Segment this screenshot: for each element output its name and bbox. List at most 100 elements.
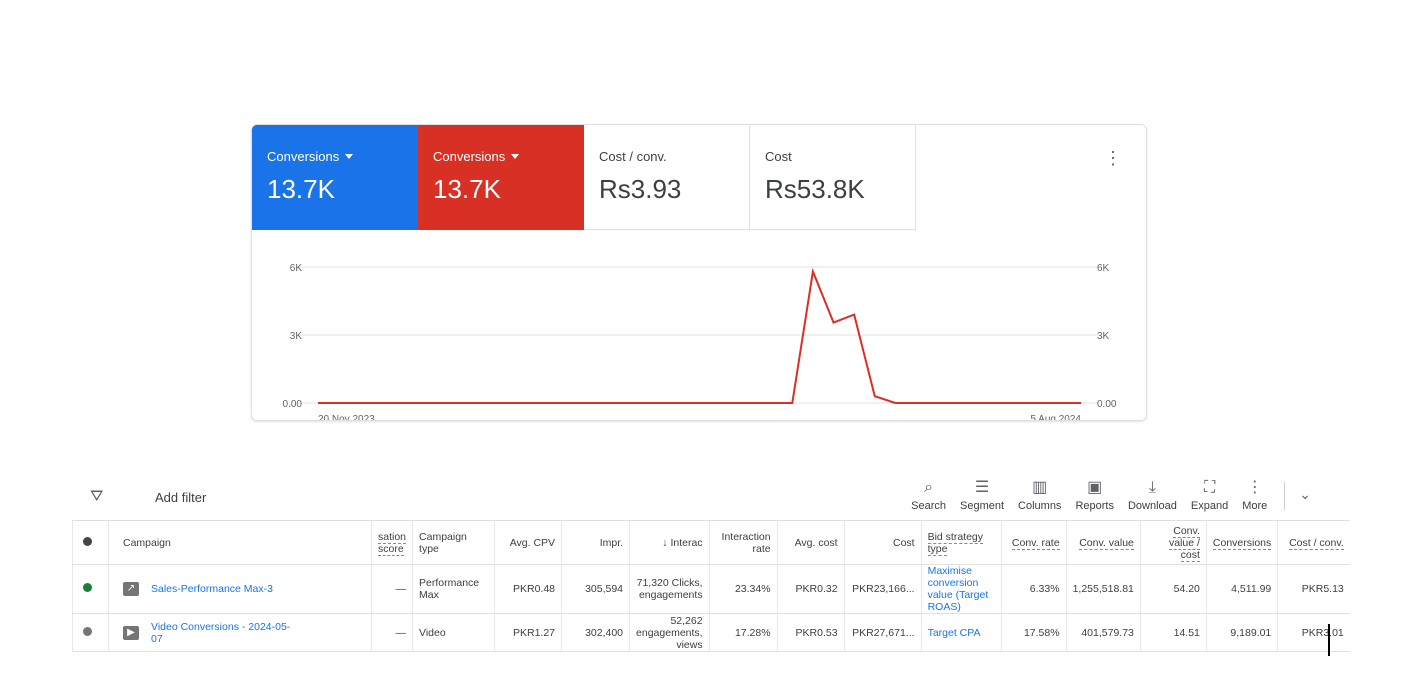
scorecard-conversions-red[interactable]: Conversions 13.7K bbox=[418, 125, 584, 230]
tool-label: Segment bbox=[960, 500, 1005, 512]
cell-value: PKR5.13 bbox=[1301, 583, 1344, 595]
column-header[interactable]: Avg. cost bbox=[776, 520, 845, 565]
table-row[interactable]: ▶ Video Conversions - 2024-05-07 — Video PKR… bbox=[72, 613, 1350, 652]
scorecard-value: 13.7K bbox=[433, 174, 501, 204]
status-header bbox=[72, 520, 109, 565]
bid-strategy-link[interactable]: Maximise conversion value (Target ROAS) bbox=[927, 565, 989, 613]
campaign-link[interactable]: Sales-Performance Max-3 bbox=[151, 583, 273, 595]
reports-button[interactable]: ▣ Reports bbox=[1068, 478, 1121, 512]
column-header[interactable]: ↓ Interac bbox=[629, 520, 710, 565]
cell-value: 17.58% bbox=[1023, 626, 1060, 639]
cell-value: 4,511.99 bbox=[1231, 583, 1272, 595]
x-tick-end: 5 Aug 2024 bbox=[1030, 414, 1081, 421]
expand-button[interactable]: ⛶ Expand bbox=[1184, 478, 1235, 512]
cell-value: PKR23,166... bbox=[852, 583, 915, 595]
segment-button[interactable]: ☰ Segment bbox=[953, 478, 1011, 512]
search-button[interactable]: ⌕ Search bbox=[904, 478, 953, 512]
campaign-link[interactable]: Video Conversions - 2024-05-07 bbox=[151, 620, 291, 645]
cell-value: 9,189.01 bbox=[1230, 626, 1272, 639]
cell-value: PKR0.32 bbox=[795, 583, 838, 595]
table-toolbar: ⛛ Add filter ⌕ Search ☰ Segment ▥ Columns ▣ Rep… bbox=[72, 478, 1325, 520]
column-header-label: Conversions bbox=[1212, 536, 1272, 550]
y-tick-right: 6K bbox=[1097, 263, 1110, 274]
more-button[interactable]: ⋮ More bbox=[1235, 478, 1274, 512]
campaign-type-icon: ↗ bbox=[123, 582, 139, 596]
status-dot-icon[interactable] bbox=[83, 626, 92, 636]
y-tick-left: 3K bbox=[290, 331, 303, 342]
cell-value: PKR1.27 bbox=[513, 626, 556, 639]
text-cursor bbox=[1328, 624, 1330, 656]
column-header[interactable]: Conv. rate bbox=[1000, 520, 1067, 565]
column-header[interactable]: Bid strategy type bbox=[920, 520, 1002, 565]
table-row[interactable]: ↗ Sales-Performance Max-3 — Performance Max… bbox=[72, 564, 1350, 614]
column-header[interactable]: Campaign type bbox=[412, 520, 495, 565]
divider bbox=[1284, 482, 1286, 510]
tool-label: Search bbox=[911, 500, 946, 512]
status-dot-icon bbox=[83, 536, 92, 546]
download-button[interactable]: ⤓ Download bbox=[1121, 478, 1184, 512]
cell-value: 17.28% bbox=[734, 626, 771, 639]
add-filter-button[interactable]: Add filter bbox=[155, 490, 207, 505]
cell-value: Video bbox=[419, 626, 446, 639]
column-header-label: Conv. rate bbox=[1011, 536, 1060, 550]
scorecard-value: Rs53.8K bbox=[765, 174, 865, 204]
scorecard-label: Conversions bbox=[267, 149, 340, 164]
column-header[interactable]: Cost / conv. bbox=[1277, 520, 1350, 565]
scorecard-cost-per-conv[interactable]: Cost / conv. Rs3.93 bbox=[584, 125, 750, 230]
scorecard-cost[interactable]: Cost Rs53.8K bbox=[750, 125, 916, 230]
column-header[interactable]: Conv. value / cost bbox=[1139, 520, 1207, 565]
tool-label: Download bbox=[1127, 500, 1177, 512]
reports-icon: ▣ bbox=[1087, 479, 1103, 496]
y-tick-left: 6K bbox=[290, 263, 303, 274]
cell-value: — bbox=[395, 626, 407, 639]
column-header-label: Bid strategy type bbox=[927, 530, 984, 556]
caret-down-icon bbox=[345, 154, 354, 159]
cell-value: 6.33% bbox=[1029, 583, 1060, 595]
tool-label: Expand bbox=[1190, 500, 1229, 512]
chevron-down-icon[interactable]: ⌄ bbox=[1299, 486, 1311, 502]
column-header[interactable]: Campaign bbox=[108, 520, 372, 565]
cell-value: — bbox=[395, 583, 407, 595]
column-header[interactable]: Impr. bbox=[561, 520, 630, 565]
scorecard-label: Cost bbox=[765, 149, 792, 164]
column-header[interactable]: Avg. CPV bbox=[494, 520, 562, 565]
column-header-label: Campaign bbox=[123, 536, 171, 549]
column-header[interactable]: sation score bbox=[370, 520, 413, 565]
column-header[interactable]: Interaction rate bbox=[708, 520, 778, 565]
column-header-label: Avg. cost bbox=[794, 536, 838, 549]
tool-label: More bbox=[1242, 500, 1268, 512]
column-header-label: Cost / conv. bbox=[1289, 536, 1344, 550]
column-header-label: Impr. bbox=[599, 536, 624, 549]
cell-value: 23.34% bbox=[734, 583, 771, 595]
more-icon: ⋮ bbox=[1246, 479, 1263, 496]
y-tick-right: 0.00 bbox=[1097, 399, 1117, 410]
tool-label: Columns bbox=[1018, 500, 1062, 512]
cell-value: 71,320 Clicks, engagements bbox=[636, 577, 703, 601]
filter-icon[interactable]: ⛛ bbox=[90, 488, 104, 505]
conversions-series-line bbox=[318, 267, 1081, 404]
scorecard-value: Rs3.93 bbox=[599, 174, 682, 204]
column-header-label: ↓ Interac bbox=[662, 536, 703, 549]
status-dot-icon[interactable] bbox=[83, 583, 92, 592]
caret-down-icon bbox=[511, 154, 520, 159]
column-header[interactable]: Conversions bbox=[1205, 520, 1278, 565]
columns-button[interactable]: ▥ Columns bbox=[1011, 478, 1068, 512]
performance-chart-card: Conversions 13.7K Conversions 13.7K Cost… bbox=[251, 124, 1147, 421]
expand-icon: ⛶ bbox=[1203, 479, 1216, 496]
y-tick-left: 0.00 bbox=[283, 399, 303, 410]
segment-icon: ☰ bbox=[974, 479, 990, 496]
cell-value: 302,400 bbox=[585, 626, 624, 639]
column-header[interactable]: Conv. value bbox=[1065, 520, 1141, 565]
bid-strategy-link[interactable]: Target CPA bbox=[927, 626, 981, 639]
column-header[interactable]: Cost bbox=[843, 520, 922, 565]
column-header-label: sation score bbox=[378, 530, 407, 556]
columns-icon: ▥ bbox=[1032, 479, 1048, 496]
column-header-label: Conv. value / cost bbox=[1168, 524, 1200, 562]
scorecard-label: Cost / conv. bbox=[599, 149, 667, 164]
scorecard-conversions-blue[interactable]: Conversions 13.7K bbox=[252, 125, 418, 230]
column-header-label: Interaction rate bbox=[721, 530, 771, 555]
column-header-label: Conv. value bbox=[1079, 536, 1134, 550]
cell-value: PKR0.53 bbox=[795, 626, 838, 639]
more-options-icon[interactable]: ⋮ bbox=[1104, 148, 1122, 168]
campaign-type-icon: ▶ bbox=[123, 625, 139, 640]
